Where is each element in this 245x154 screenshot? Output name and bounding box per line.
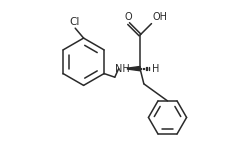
Polygon shape	[128, 67, 140, 71]
Text: O: O	[124, 12, 132, 22]
Text: H: H	[152, 64, 160, 74]
Text: Cl: Cl	[69, 17, 80, 27]
Text: NH: NH	[115, 64, 130, 74]
Text: OH: OH	[152, 12, 167, 22]
